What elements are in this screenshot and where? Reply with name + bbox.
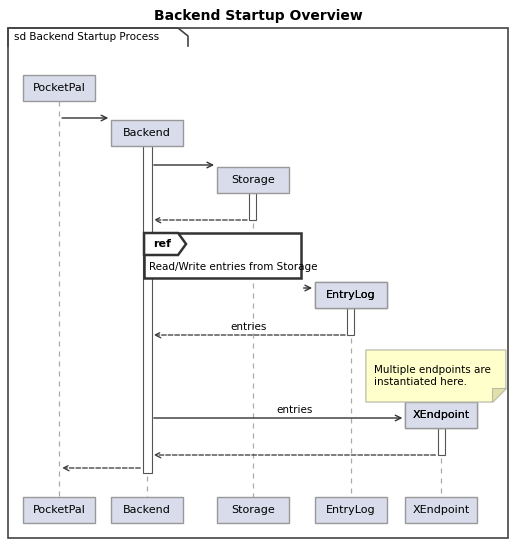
Text: Read/Write entries from Storage: Read/Write entries from Storage [149,262,317,271]
Text: EntryLog: EntryLog [326,290,376,300]
Polygon shape [144,233,186,255]
Bar [438,428,445,455]
Bar [23,75,95,101]
Text: XEndpoint: XEndpoint [413,505,470,515]
Bar [405,402,477,428]
Text: XEndpoint: XEndpoint [413,410,470,420]
Bar [144,233,301,278]
Text: Multiple endpoints are
instantiated here.: Multiple endpoints are instantiated here… [374,365,491,387]
Bar [405,497,477,523]
Text: Storage: Storage [231,505,275,515]
Bar [405,402,477,428]
Text: EntryLog: EntryLog [326,505,376,515]
Text: XEndpoint: XEndpoint [413,410,470,420]
Bar [315,282,387,308]
Text: Backend: Backend [123,505,171,515]
Text: ref: ref [153,239,171,249]
Bar [315,497,387,523]
Bar [217,167,289,193]
Bar [111,120,183,146]
Bar [217,497,289,523]
Text: PocketPal: PocketPal [33,83,86,93]
Polygon shape [492,388,506,402]
Bar [347,308,354,335]
Text: EntryLog: EntryLog [326,290,376,300]
Text: entries: entries [231,322,267,332]
Bar [249,193,256,220]
Text: Backend: Backend [123,128,171,138]
Bar [23,497,95,523]
Text: PocketPal: PocketPal [33,505,86,515]
Bar [315,282,387,308]
Text: sd Backend Startup Process: sd Backend Startup Process [14,32,159,42]
Text: Backend Startup Overview: Backend Startup Overview [154,9,362,23]
Polygon shape [366,350,506,402]
Bar [142,146,152,473]
Bar [111,497,183,523]
Text: entries: entries [276,405,312,415]
Text: Storage: Storage [231,175,275,185]
